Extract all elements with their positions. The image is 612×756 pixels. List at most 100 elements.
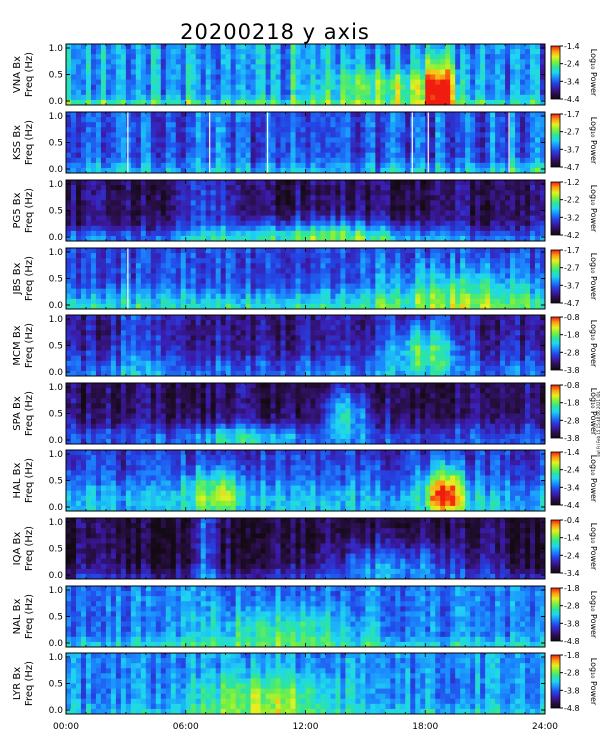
spectrogram-cell (195, 278, 202, 284)
spectrogram-cell (520, 258, 526, 264)
spectrogram-cell (350, 112, 356, 118)
spectrogram-cell (435, 273, 441, 279)
spectrogram-cell (90, 122, 97, 128)
spectrogram-cell (385, 122, 391, 128)
spectrogram-cell (460, 167, 466, 174)
spectrogram-cell (180, 205, 187, 211)
spectrogram-cell (240, 157, 247, 164)
spectrogram-cell (215, 210, 222, 216)
spectrogram-cell (460, 94, 466, 101)
spectrogram-cell (335, 94, 341, 101)
spectrogram-cell (330, 273, 336, 279)
spectrogram-cell (260, 142, 266, 148)
spectrogram-cell (135, 220, 142, 227)
spectrogram-cell (540, 215, 546, 222)
spectrogram-cell (305, 283, 311, 290)
spectrogram-cell (360, 167, 366, 174)
spectrogram-cell (150, 157, 157, 164)
spectrogram-cell (175, 298, 182, 305)
spectrogram-cell (320, 268, 326, 274)
spectrogram-cell (100, 64, 107, 70)
spectrogram-cell (370, 74, 376, 80)
spectrogram-cell (515, 132, 521, 138)
spectrogram-cell (275, 258, 281, 264)
spectrogram-cell (190, 190, 197, 196)
spectrogram-cell (320, 94, 326, 101)
spectrogram-cell (85, 235, 92, 242)
spectrogram-cell (215, 84, 222, 91)
spectrogram-cell (460, 147, 466, 154)
spectrogram-cell (180, 94, 187, 101)
spectrogram-cell (465, 230, 471, 237)
spectrogram-cell (205, 258, 212, 264)
spectrogram-cell (500, 283, 506, 290)
spectrogram-cell (405, 220, 411, 227)
spectrogram-cell (415, 288, 421, 295)
spectrogram-cell (165, 258, 172, 264)
spectrogram-cell (170, 248, 177, 254)
spectrogram-cell (225, 84, 232, 91)
spectrogram-cell (375, 268, 381, 274)
spectrogram-cell (415, 112, 421, 118)
spectrogram-cell (465, 112, 471, 118)
spectrogram-cell (135, 268, 142, 274)
spectrogram-cell (510, 215, 516, 222)
spectrogram-cell (180, 117, 187, 123)
spectrogram-cell (230, 185, 237, 191)
spectrogram-cell (130, 59, 137, 65)
spectrogram-cell (190, 263, 197, 269)
spectrogram-cell (155, 99, 162, 106)
spectrogram-cell (165, 268, 172, 274)
spectrogram-cell (480, 230, 486, 237)
spectrogram-cell (320, 127, 326, 133)
spectrogram-cell (135, 190, 142, 196)
spectrogram-cell (470, 195, 476, 201)
spectrogram-cell (345, 147, 351, 154)
spectrogram-cell (515, 190, 521, 196)
spectrogram-cell (200, 235, 207, 242)
spectrogram-cell (66, 137, 72, 143)
spectrogram-cell (240, 200, 247, 206)
spectrogram-cell (240, 84, 247, 91)
spectrogram-cell (145, 195, 152, 201)
spectrogram-cell (525, 157, 531, 164)
spectrogram-cell (335, 49, 341, 55)
spectrogram-cell (345, 89, 351, 96)
spectrogram-cell (395, 273, 401, 279)
spectrogram-kss (66, 112, 546, 174)
spectrogram-cell (440, 273, 446, 279)
spectrogram-cell (405, 99, 411, 106)
spectrogram-cell (410, 112, 416, 118)
spectrogram-cell (240, 293, 247, 300)
spectrogram-cell (70, 200, 77, 206)
spectrogram-cell (465, 89, 471, 96)
spectrogram-cell (240, 278, 247, 284)
spectrogram-cell (320, 220, 326, 227)
spectrogram-cell (175, 59, 182, 65)
spectrogram-cell (140, 190, 147, 196)
spectrogram-cell (400, 258, 406, 264)
spectrogram-cell (505, 248, 511, 254)
spectrogram-cell (120, 99, 127, 106)
spectrogram-cell (400, 49, 406, 55)
spectrogram-cell (480, 180, 486, 186)
y-axis-freq-label: Freq (Hz) (24, 52, 35, 97)
spectrogram-cell (305, 293, 311, 300)
spectrogram-cell (255, 288, 261, 295)
spectrogram-cell (420, 210, 426, 216)
spectrogram-cell (515, 288, 521, 295)
spectrogram-cell (410, 248, 416, 254)
spectrogram-cell (170, 210, 177, 216)
spectrogram-cell (90, 335, 97, 341)
spectrogram-cell (150, 112, 157, 118)
spectrogram-cell (110, 200, 117, 206)
spectrogram-cell (90, 64, 97, 70)
spectrogram-cell (235, 258, 242, 264)
spectrogram-cell (365, 200, 371, 206)
spectrogram-cell (425, 69, 431, 75)
spectrogram-cell (280, 235, 286, 242)
spectrogram-cell (175, 248, 182, 254)
spectrogram-cell (290, 225, 296, 232)
spectrogram-cell (180, 64, 187, 70)
spectrogram-cell (245, 180, 252, 186)
